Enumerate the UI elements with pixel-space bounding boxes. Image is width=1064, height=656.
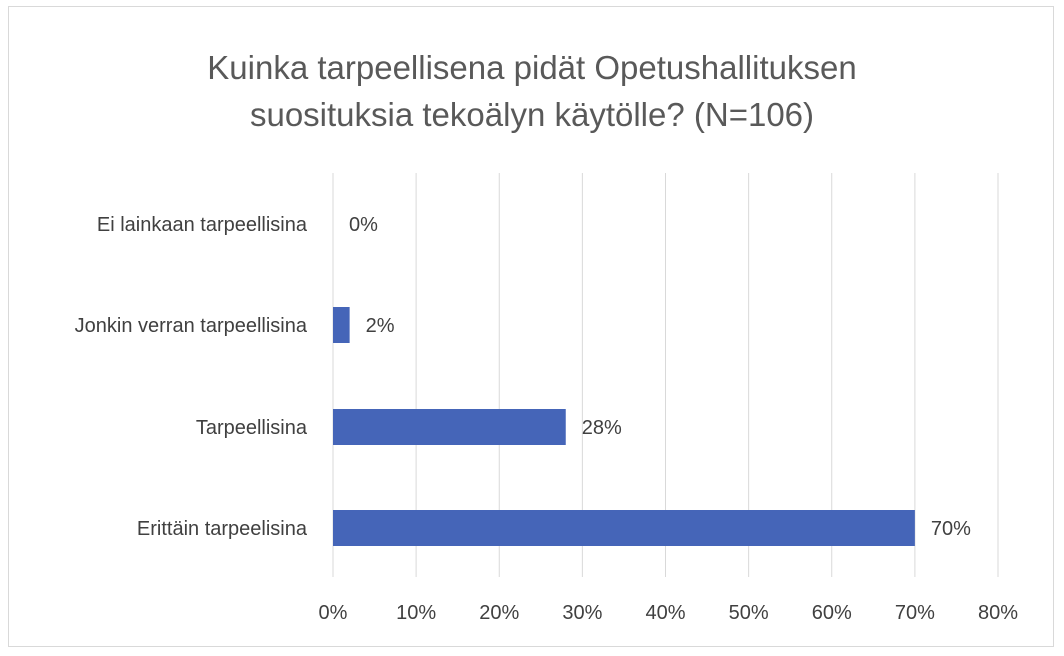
x-tick-label: 50% — [729, 602, 769, 624]
category-label: Erittäin tarpeelisina — [137, 518, 308, 540]
x-tick-label: 60% — [812, 602, 852, 624]
category-label: Ei lainkaan tarpeellisina — [97, 214, 308, 236]
chart-title: Kuinka tarpeellisena pidät Opetushallitu… — [0, 44, 1064, 138]
data-label: 28% — [582, 417, 622, 439]
chart-title-line-2: suosituksia tekoälyn käytölle? (N=106) — [249, 96, 815, 133]
chart-title-line-1: Kuinka tarpeellisena pidät Opetushallitu… — [207, 49, 857, 86]
bar — [333, 510, 915, 546]
x-tick-label: 70% — [895, 602, 935, 624]
data-label: 2% — [366, 315, 395, 337]
x-tick-label: 10% — [396, 602, 436, 624]
x-tick-label: 80% — [978, 602, 1018, 624]
bar — [333, 307, 350, 343]
bar — [333, 409, 566, 445]
category-label: Tarpeellisina — [196, 417, 308, 439]
x-tick-label: 0% — [319, 602, 348, 624]
data-label: 70% — [931, 518, 971, 540]
category-label: Jonkin verran tarpeellisina — [75, 315, 308, 337]
x-tick-label: 30% — [562, 602, 602, 624]
x-tick-label: 20% — [479, 602, 519, 624]
x-tick-label: 40% — [645, 602, 685, 624]
data-label: 0% — [349, 214, 378, 236]
